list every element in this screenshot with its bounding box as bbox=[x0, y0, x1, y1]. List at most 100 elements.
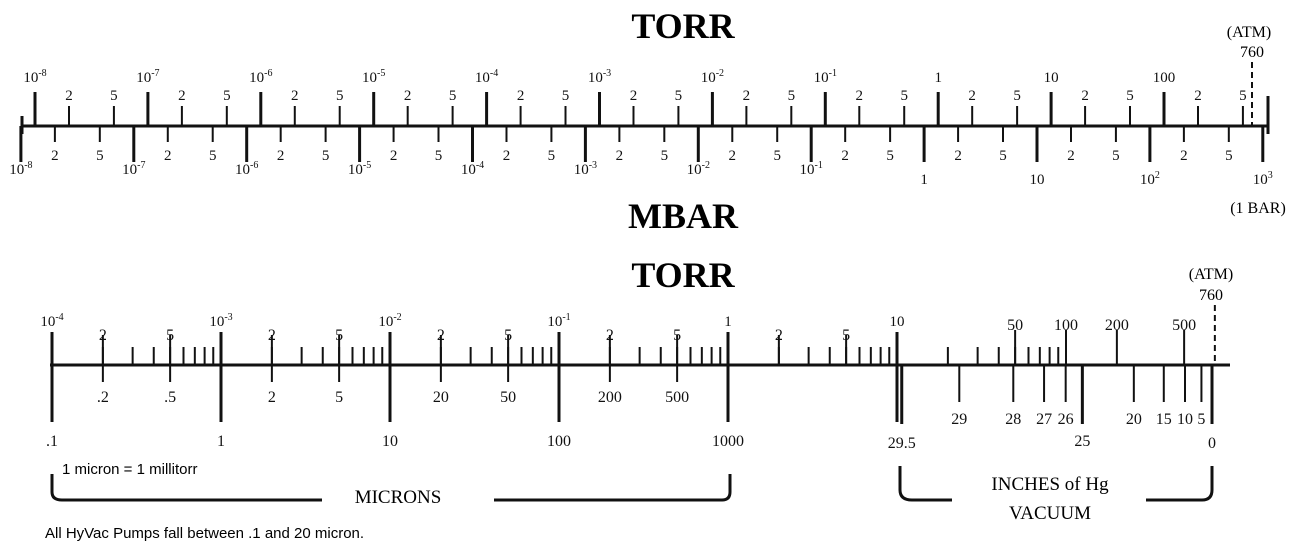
bottom-torr-major-label: 1 bbox=[724, 314, 732, 330]
mbar-sub-label: 2 bbox=[390, 148, 398, 164]
torr-sub-label: 5 bbox=[900, 88, 908, 104]
torr-sub-label: 5 bbox=[788, 88, 796, 104]
torr-sub-label: 2 bbox=[517, 88, 525, 104]
bar-label: (1 BAR) bbox=[1230, 200, 1286, 217]
bottom-upper-label: 5 bbox=[673, 327, 681, 344]
torr-decade-label: 10-7 bbox=[136, 68, 159, 86]
bottom-upper-label: 5 bbox=[842, 327, 850, 344]
bottom-upper-label: 5 bbox=[335, 327, 343, 344]
torr-sub-label: 2 bbox=[404, 88, 412, 104]
micron-sub-label: .2 bbox=[97, 389, 109, 406]
hg-label-line1: INCHES of Hg bbox=[991, 474, 1109, 495]
torr-sub-label: 5 bbox=[110, 88, 118, 104]
torr-sub-label: 5 bbox=[1126, 88, 1134, 104]
bottom-upper-label: 200 bbox=[1105, 317, 1129, 334]
micron-sub-label: 20 bbox=[433, 389, 449, 406]
torr-decade-label: 100 bbox=[1153, 70, 1176, 86]
bottom-upper-label: 5 bbox=[166, 327, 174, 344]
footnote: All HyVac Pumps fall between .1 and 20 m… bbox=[45, 525, 364, 542]
bottom-torr-major-label: 10-4 bbox=[40, 312, 63, 330]
mbar-decade-label: 10-1 bbox=[800, 160, 823, 178]
mbar-decade-label: 10-4 bbox=[461, 160, 484, 178]
top-atm-value: 760 bbox=[1240, 44, 1264, 61]
bottom-upper-label: 2 bbox=[775, 327, 783, 344]
torr-decade-label: 10-4 bbox=[475, 68, 498, 86]
scale-marks: 10-82 510-72 510-62 510-52 510-42 510-32 510-2… bbox=[9, 62, 1273, 502]
torr-sub-label: 2 bbox=[291, 88, 299, 104]
hg-major-label: 29.5 bbox=[888, 435, 916, 452]
bottom-upper-label: 50 bbox=[1007, 317, 1023, 334]
mbar-sub-label: 5 bbox=[322, 148, 330, 164]
mbar-sub-label: 5 bbox=[435, 148, 443, 164]
hg-label: 28 bbox=[1005, 411, 1021, 428]
torr-decade-label: 10-8 bbox=[23, 68, 46, 86]
mbar-sub-label: 2 bbox=[51, 148, 59, 164]
mbar-decade-label: 103 bbox=[1253, 170, 1273, 188]
hg-label-line2: VACUUM bbox=[1009, 503, 1091, 524]
bottom-torr-major-label: 10-3 bbox=[209, 312, 232, 330]
micron-major-label: 1 bbox=[217, 433, 225, 450]
torr-decade-label: 10-1 bbox=[814, 68, 837, 86]
bottom-torr-title: TORR bbox=[631, 255, 735, 295]
bottom-upper-label: 5 bbox=[504, 327, 512, 344]
torr-sub-label: 5 bbox=[449, 88, 457, 104]
mbar-sub-label: 5 bbox=[96, 148, 104, 164]
bottom-atm-label: (ATM) bbox=[1189, 266, 1233, 283]
hg-label: 27 bbox=[1036, 411, 1052, 428]
torr-sub-label: 2 bbox=[630, 88, 638, 104]
hg-label: 10 bbox=[1177, 411, 1193, 428]
torr-sub-label: 2 bbox=[1081, 88, 1089, 104]
micron-major-label: .1 bbox=[46, 433, 58, 450]
mbar-decade-label: 10 bbox=[1029, 172, 1044, 188]
torr-decade-label: 10-2 bbox=[701, 68, 724, 86]
microns-label: MICRONS bbox=[355, 487, 442, 508]
micron-sub-label: 2 bbox=[268, 389, 276, 406]
torr-sub-label: 5 bbox=[562, 88, 570, 104]
torr-decade-label: 10 bbox=[1044, 70, 1059, 86]
micron-major-label: 1000 bbox=[712, 433, 744, 450]
torr-sub-label: 2 bbox=[178, 88, 186, 104]
top-atm-label: (ATM) bbox=[1227, 24, 1271, 41]
bottom-upper-label: 2 bbox=[606, 327, 614, 344]
torr-sub-label: 2 bbox=[1194, 88, 1202, 104]
hg-major-label: 0 bbox=[1208, 435, 1216, 452]
micron-sub-label: 50 bbox=[500, 389, 516, 406]
mbar-decade-label: 10-6 bbox=[235, 160, 258, 178]
mbar-sub-label: 5 bbox=[1225, 148, 1233, 164]
hg-label: 20 bbox=[1126, 411, 1142, 428]
hg-label: 5 bbox=[1197, 411, 1205, 428]
bottom-upper-label: 100 bbox=[1054, 317, 1078, 334]
mbar-sub-label: 5 bbox=[1112, 148, 1120, 164]
mbar-decade-label: 10-7 bbox=[122, 160, 145, 178]
bottom-upper-label: 500 bbox=[1172, 317, 1196, 334]
mbar-sub-label: 2 bbox=[277, 148, 285, 164]
bottom-atm-value: 760 bbox=[1199, 287, 1223, 304]
microns-brace-left bbox=[50, 474, 322, 502]
micron-sub-label: 200 bbox=[598, 389, 622, 406]
torr-sub-label: 5 bbox=[223, 88, 231, 104]
hg-major-label: 25 bbox=[1074, 433, 1090, 450]
micron-sub-label: 500 bbox=[665, 389, 689, 406]
torr-sub-label: 2 bbox=[65, 88, 73, 104]
torr-sub-label: 2 bbox=[743, 88, 751, 104]
mbar-sub-label: 2 bbox=[954, 148, 962, 164]
mbar-decade-label: 10-8 bbox=[9, 160, 32, 178]
mbar-decade-label: 10-3 bbox=[574, 160, 597, 178]
bottom-torr-major-label: 10-2 bbox=[378, 312, 401, 330]
mbar-decade-label: 10-5 bbox=[348, 160, 371, 178]
torr-decade-label: 10-6 bbox=[249, 68, 272, 86]
mbar-sub-label: 5 bbox=[661, 148, 669, 164]
torr-sub-label: 2 bbox=[856, 88, 864, 104]
mbar-sub-label: 5 bbox=[209, 148, 217, 164]
torr-decade-label: 1 bbox=[934, 70, 942, 86]
bottom-torr-major-label: 10-1 bbox=[547, 312, 570, 330]
mbar-sub-label: 2 bbox=[616, 148, 624, 164]
microns-brace-right bbox=[494, 474, 732, 502]
mbar-sub-label: 2 bbox=[729, 148, 737, 164]
mbar-title: MBAR bbox=[628, 196, 739, 236]
hg-label: 26 bbox=[1058, 411, 1074, 428]
torr-decade-label: 10-3 bbox=[588, 68, 611, 86]
micron-note: 1 micron = 1 millitorr bbox=[62, 461, 197, 478]
mbar-sub-label: 2 bbox=[503, 148, 511, 164]
